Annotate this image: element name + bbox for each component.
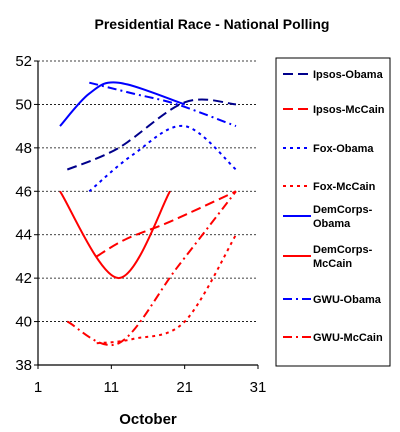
series-line-ipsos-obama <box>66 98 237 171</box>
y-tick-label: 38 <box>15 357 32 374</box>
y-tick-label: 40 <box>15 314 32 331</box>
chart-title: Presidential Race - National Polling <box>95 16 330 32</box>
legend-label-gwu-mccain: GWU-McCain <box>313 332 383 344</box>
series-line-gwu-obama <box>89 81 237 128</box>
y-tick-label: 52 <box>15 53 32 70</box>
x-tick-label: 31 <box>250 379 267 396</box>
y-tick-label: 46 <box>15 183 32 200</box>
x-tick-labels: 1 11 21 31 <box>34 379 267 396</box>
plot-lines <box>59 81 237 347</box>
y-tick-label: 48 <box>15 140 32 157</box>
legend-box <box>275 57 391 367</box>
legend-label-gwu-obama: GWU-Obama <box>313 294 382 306</box>
legend-label-fox-obama: Fox-Obama <box>313 143 374 155</box>
grid <box>38 60 258 322</box>
legend-label-demcorps-obama: DemCorps-Obama <box>313 204 373 230</box>
series-line-demcorps-obama <box>59 81 186 127</box>
x-tick-label: 1 <box>34 379 42 396</box>
legend: Ipsos-Obama Ipsos-McCain Fox-Obama Fox-McCa… <box>283 69 385 344</box>
legend-label-fox-mccain: Fox-McCain <box>313 181 376 193</box>
series-line-demcorps-mccain <box>59 190 171 280</box>
legend-label-ipsos-mccain: Ipsos-McCain <box>313 104 385 116</box>
legend-label-demcorps-mccain: DemCorps-McCain <box>313 244 373 270</box>
x-tick-label: 21 <box>176 379 193 396</box>
y-tick-labels: 38 40 42 44 46 48 50 52 <box>15 53 32 374</box>
y-tick-label: 50 <box>15 96 32 113</box>
series-line-ipsos-mccain <box>96 190 237 258</box>
y-tick-label: 44 <box>15 227 32 244</box>
legend-label-ipsos-obama: Ipsos-Obama <box>313 69 384 81</box>
x-axis-label: October <box>119 411 177 428</box>
axes <box>34 60 259 369</box>
series-line-fox-mccain <box>96 234 237 345</box>
series-line-gwu-mccain <box>66 190 237 347</box>
series-line-fox-obama <box>88 125 237 193</box>
y-tick-label: 42 <box>15 270 32 287</box>
x-tick-label: 11 <box>104 379 120 396</box>
